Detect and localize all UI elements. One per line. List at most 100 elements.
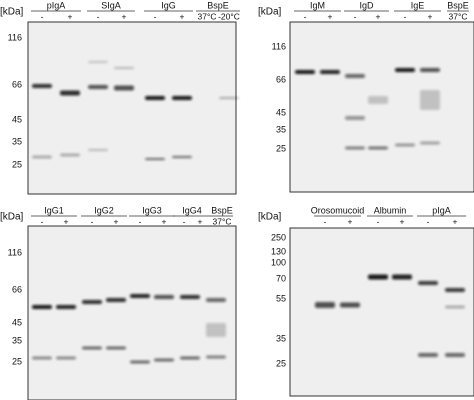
- group-label: IgG4: [182, 205, 202, 215]
- lane-label: +: [64, 216, 69, 226]
- band: [56, 305, 76, 309]
- group-label: BspE: [207, 0, 229, 10]
- kda-label: [kDa]: [0, 7, 24, 18]
- lane-label: +: [428, 11, 433, 21]
- gel: [27, 225, 237, 400]
- band: [32, 84, 52, 88]
- band: [345, 116, 365, 120]
- lane-label: -: [427, 216, 430, 226]
- lane-label: -: [324, 216, 327, 226]
- lane-label: +: [122, 11, 127, 21]
- band: [88, 149, 108, 151]
- band: [395, 68, 415, 72]
- lane-label: -: [97, 11, 100, 21]
- marker-label: 66: [12, 79, 22, 89]
- band: [154, 358, 174, 362]
- gel: [27, 21, 237, 195]
- band: [82, 346, 102, 350]
- lane-label: -: [377, 216, 380, 226]
- lane-label: -: [304, 11, 307, 21]
- marker-label: 66: [12, 284, 22, 294]
- band: [114, 67, 134, 69]
- lane-label: +: [68, 11, 73, 21]
- marker-label: 25: [276, 358, 286, 368]
- gel: [289, 21, 474, 193]
- band: [82, 300, 102, 304]
- lane-label: +: [328, 11, 333, 21]
- band: [420, 141, 440, 145]
- band: [315, 302, 335, 308]
- marker-label: 45: [276, 107, 286, 117]
- group-label: IgG3: [142, 205, 162, 215]
- group-label: Orosomucoid: [311, 205, 365, 215]
- marker-label: 100: [271, 257, 286, 267]
- marker-label: 116: [272, 41, 286, 51]
- lane-label: -: [404, 11, 407, 21]
- band: [295, 70, 315, 74]
- kda-label: [kDa]: [0, 212, 24, 223]
- band: [368, 146, 388, 150]
- band: [60, 90, 80, 96]
- marker-label: 25: [12, 159, 22, 169]
- band: [60, 153, 80, 157]
- marker-label: 116: [8, 247, 22, 257]
- group-label: BspE: [447, 0, 469, 10]
- band: [345, 74, 365, 78]
- lane-label: 37°C: [213, 216, 232, 226]
- band: [32, 356, 52, 360]
- band: [368, 96, 388, 104]
- lane-label: +: [400, 216, 405, 226]
- lane-label: -: [154, 11, 157, 21]
- band: [180, 356, 200, 360]
- marker-label: 35: [12, 136, 22, 146]
- band: [130, 360, 150, 364]
- lane-label: -: [183, 216, 186, 226]
- group-label: IgD: [359, 0, 374, 10]
- lane-label: -: [91, 216, 94, 226]
- marker-label: 45: [12, 317, 22, 327]
- lane-label: 37°C: [449, 11, 468, 21]
- band: [392, 274, 412, 280]
- band: [106, 298, 126, 302]
- marker-label: 250: [271, 232, 286, 242]
- band: [445, 305, 465, 309]
- kda-label: [kDa]: [258, 7, 282, 18]
- group-label: BspE: [211, 205, 233, 215]
- band: [106, 346, 126, 350]
- lane-label: +: [198, 216, 203, 226]
- group-label: pIgA: [432, 205, 451, 215]
- band: [172, 156, 192, 158]
- band: [88, 61, 108, 63]
- marker-label: 55: [276, 293, 286, 303]
- band: [145, 158, 165, 160]
- band: [219, 97, 239, 99]
- group-label: pIgA: [47, 0, 66, 10]
- lane-label: +: [114, 216, 119, 226]
- band: [130, 294, 150, 298]
- band: [180, 295, 200, 299]
- band: [395, 143, 415, 147]
- band: [32, 155, 52, 159]
- band: [345, 146, 365, 150]
- band: [145, 96, 165, 100]
- band: [206, 298, 226, 302]
- group-label: Albumin: [374, 205, 407, 215]
- lane-label: +: [180, 11, 185, 21]
- marker-label: 130: [271, 246, 286, 256]
- lane-label: +: [376, 11, 381, 21]
- band: [418, 353, 438, 357]
- kda-label: [kDa]: [258, 212, 282, 223]
- band: [320, 70, 340, 74]
- group-label: IgG2: [94, 205, 114, 215]
- lane-label: -: [354, 11, 357, 21]
- group-label: IgG: [161, 0, 176, 10]
- gel: [289, 227, 474, 397]
- lane-label: +: [162, 216, 167, 226]
- lane-label: -: [139, 216, 142, 226]
- band: [172, 96, 192, 100]
- lane-label: 37°C: [198, 11, 217, 21]
- band: [56, 356, 76, 360]
- marker-label: 25: [276, 143, 286, 153]
- band: [420, 68, 440, 72]
